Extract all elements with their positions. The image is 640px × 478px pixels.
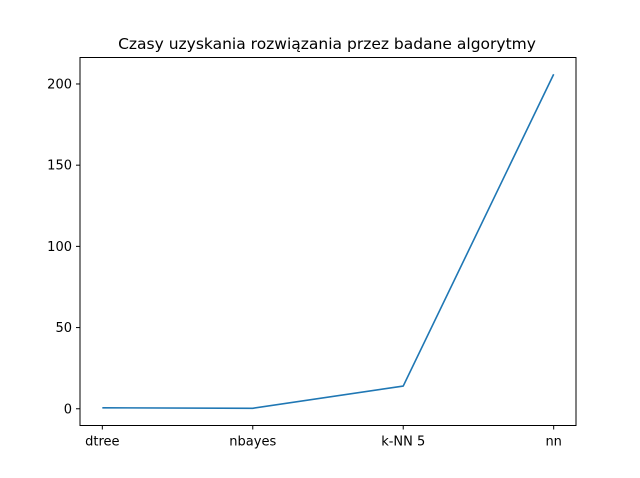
series-line (102, 73, 555, 410)
x-tick-label: dtree (85, 435, 119, 450)
y-axis-ticks: 0 50 100 150 200 (47, 77, 80, 417)
x-tick-label: nbayes (229, 435, 276, 450)
series-layer (102, 73, 555, 410)
y-tick-label: 100 (47, 240, 72, 255)
x-tick-label: k-NN 5 (381, 435, 425, 450)
x-axis-ticks: dtree nbayes k-NN 5 nn (85, 425, 562, 450)
x-tick-label: nn (545, 435, 561, 450)
y-tick-label: 200 (47, 77, 72, 92)
y-tick-label: 150 (47, 159, 72, 174)
y-tick-label: 50 (55, 321, 72, 336)
chart-title: Czasy uzyskania rozwiązania przez badane… (118, 35, 536, 53)
y-tick-label: 0 (64, 402, 72, 417)
plot-frame (79, 57, 577, 426)
